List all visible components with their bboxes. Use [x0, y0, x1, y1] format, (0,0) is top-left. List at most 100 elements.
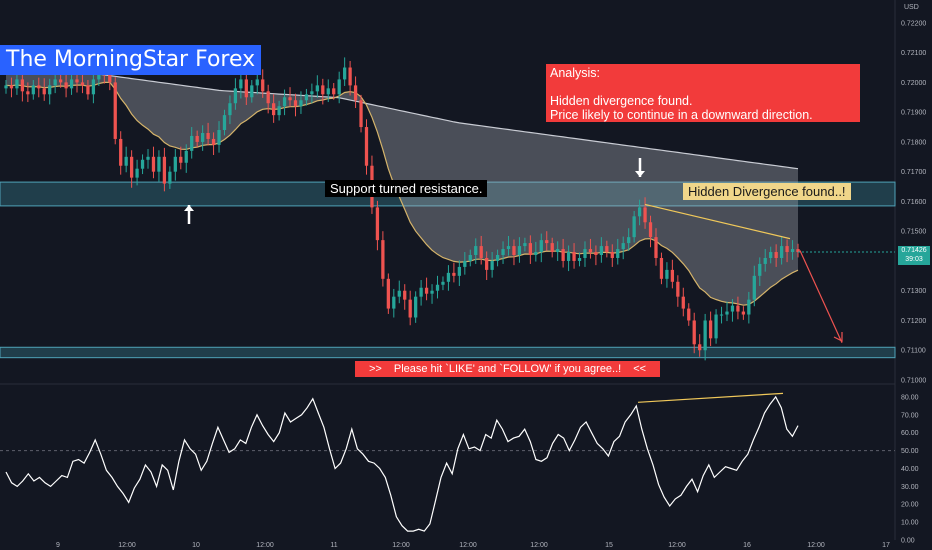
candle — [632, 210, 636, 243]
candle — [599, 237, 604, 263]
candle-body — [741, 311, 746, 315]
candle — [435, 275, 440, 299]
candle-body — [386, 278, 390, 309]
candle — [343, 57, 347, 86]
candle — [173, 149, 177, 181]
candle-body — [796, 249, 800, 253]
candle — [517, 237, 522, 263]
candle-body — [353, 85, 358, 101]
candle-body — [15, 79, 19, 89]
candle-body — [282, 97, 287, 107]
candle — [419, 280, 423, 306]
candle — [37, 77, 41, 98]
rsi-tick-label: 70.00 — [901, 412, 919, 419]
candle-body — [769, 252, 773, 258]
candle — [321, 78, 325, 105]
candle — [790, 240, 795, 260]
candle — [523, 237, 527, 252]
time-tick-label: 9 — [56, 542, 60, 549]
candle-body — [326, 88, 330, 95]
candle-body — [714, 314, 718, 339]
rsi-tick-label: 30.00 — [901, 484, 919, 491]
candle — [310, 83, 314, 104]
rsi-tick-label: 20.00 — [901, 502, 919, 509]
candle-body — [424, 287, 429, 294]
candle — [512, 239, 516, 266]
time-tick-label: 12:00 — [459, 542, 477, 549]
candle-body — [272, 103, 276, 116]
candle — [217, 121, 221, 153]
candle — [430, 284, 434, 304]
candle-body — [168, 171, 172, 184]
candle — [353, 76, 358, 108]
rsi-tick-label: 10.00 — [901, 520, 919, 527]
candle-body — [206, 132, 210, 139]
analysis-line-2: Price likely to continue in a downward d… — [550, 108, 813, 122]
like-follow-banner: >> Please hit `LIKE' and `FOLLOW' if you … — [355, 361, 661, 377]
candle — [337, 71, 341, 104]
candle — [534, 241, 538, 262]
candle — [719, 306, 724, 324]
candle-body — [676, 281, 680, 297]
candle-body — [91, 79, 96, 95]
candle-body — [321, 85, 325, 95]
price-tick-label: 0.71800 — [901, 139, 926, 146]
candle-body — [80, 82, 85, 86]
candle-body — [785, 246, 789, 253]
candle-body — [550, 243, 554, 253]
candle — [168, 166, 172, 189]
time-tick-label: 12:00 — [668, 542, 686, 549]
candle-body — [779, 246, 784, 258]
candle — [266, 84, 270, 114]
candle-body — [763, 257, 767, 264]
price-tick-label: 0.71900 — [901, 110, 926, 117]
candle — [708, 311, 713, 347]
candle-body — [654, 237, 658, 258]
candle — [528, 235, 532, 264]
up-arrow-icon-head — [184, 205, 194, 211]
candle — [725, 301, 729, 322]
candle-body — [659, 257, 664, 279]
rsi-divergence-line — [637, 392, 784, 403]
candle — [610, 244, 614, 267]
candle — [282, 89, 287, 116]
ema-line — [5, 81, 799, 306]
candle-body — [725, 311, 729, 315]
candle-body — [430, 290, 434, 294]
candle — [9, 77, 14, 98]
candle-body — [250, 85, 254, 98]
candle — [468, 249, 472, 267]
candle-body — [441, 281, 445, 285]
candle-body — [146, 156, 150, 160]
candle — [550, 237, 554, 258]
candle — [665, 262, 669, 288]
candle-body — [239, 79, 243, 89]
candle-body — [408, 299, 412, 318]
time-tick-label: 17 — [882, 542, 890, 549]
candle-body — [299, 100, 303, 107]
candle — [605, 240, 609, 258]
candle — [730, 299, 735, 322]
candle-body — [200, 132, 205, 142]
candle — [26, 82, 30, 103]
candle — [359, 94, 363, 133]
candle — [441, 276, 445, 291]
candle — [119, 131, 123, 175]
rsi-panel: 80.00 70.00 60.00 50.00 40.00 30.00 20.00 10.00… — [0, 392, 919, 545]
candle-body — [708, 320, 713, 339]
candle-body — [419, 287, 423, 297]
hidden-divergence-label: Hidden Divergence found..! — [683, 183, 851, 200]
candle — [272, 94, 276, 123]
candle — [293, 93, 298, 117]
candle — [397, 280, 401, 304]
candle-body — [157, 156, 161, 172]
candle — [474, 238, 478, 264]
candle — [124, 146, 128, 173]
candle — [424, 277, 429, 301]
candle-body — [26, 91, 30, 95]
candle-body — [719, 314, 724, 316]
rsi-tick-label: 50.00 — [901, 448, 919, 455]
time-tick-label: 11 — [330, 542, 337, 549]
candle-body — [173, 156, 177, 172]
rsi-tick-label: 40.00 — [901, 466, 919, 473]
